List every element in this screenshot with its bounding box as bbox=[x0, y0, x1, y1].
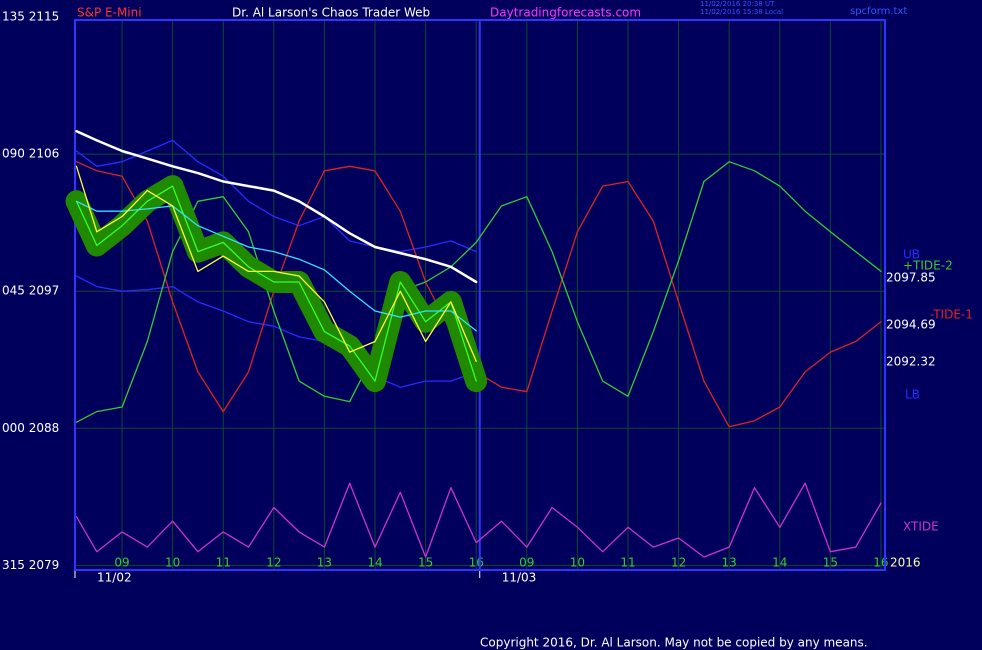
instrument: S&P E-Mini bbox=[77, 6, 142, 20]
series-label: LB bbox=[905, 388, 920, 402]
date-label: 11/03 bbox=[502, 571, 537, 585]
value-label: 2097.85 bbox=[886, 271, 936, 285]
filename: spcform.txt bbox=[850, 6, 907, 17]
x-tick-label: 09 bbox=[114, 556, 129, 570]
x-tick-label: 13 bbox=[317, 556, 332, 570]
series-line bbox=[75, 165, 477, 362]
x-tick-label: 15 bbox=[823, 556, 838, 570]
chart-title: Dr. Al Larson's Chaos Trader Web bbox=[232, 6, 430, 20]
x-tick-label: 16 bbox=[873, 556, 888, 570]
value-label: 2094.69 bbox=[886, 318, 936, 332]
series-line bbox=[75, 161, 882, 423]
series-line bbox=[75, 139, 477, 253]
x-tick-label: 09 bbox=[519, 556, 534, 570]
series-label: UB bbox=[903, 248, 920, 262]
series-line bbox=[75, 129, 478, 284]
x-tick-label: 11 bbox=[216, 556, 231, 570]
x-tick-label: 15 bbox=[418, 556, 433, 570]
copyright: Copyright 2016, Dr. Al Larson. May not b… bbox=[480, 636, 868, 650]
value-label: 2016 bbox=[890, 556, 921, 570]
series-label: XTIDE bbox=[903, 520, 939, 534]
value-label: 2092.32 bbox=[886, 355, 936, 369]
y-tick-label: 090 2106 bbox=[2, 147, 59, 161]
x-tick-label: 13 bbox=[722, 556, 737, 570]
x-tick-label: 12 bbox=[266, 556, 281, 570]
x-tick-label: 10 bbox=[570, 556, 585, 570]
timestamp: 11/02/2016 15:38 Local bbox=[700, 8, 783, 16]
x-tick-label: 16 bbox=[469, 556, 484, 570]
plot-frame bbox=[74, 19, 886, 571]
y-tick-label: 000 2088 bbox=[2, 421, 59, 435]
date-label: 11/02 bbox=[97, 571, 132, 585]
series-line bbox=[75, 200, 477, 332]
x-tick-label: 14 bbox=[772, 556, 787, 570]
website: Daytradingforecasts.com bbox=[490, 6, 641, 20]
x-tick-label: 14 bbox=[367, 556, 382, 570]
y-tick-label: 045 2097 bbox=[2, 284, 59, 298]
series-label: -TIDE-1 bbox=[930, 308, 973, 322]
x-tick-label: 10 bbox=[165, 556, 180, 570]
x-tick-label: 11 bbox=[620, 556, 635, 570]
x-tick-label: 12 bbox=[671, 556, 686, 570]
y-tick-label: 135 2115 bbox=[2, 9, 59, 23]
series-line bbox=[75, 482, 882, 558]
series-line bbox=[75, 275, 477, 388]
series-label: +TIDE-2 bbox=[903, 259, 953, 273]
timestamp: 11/02/2016 20:38 UT bbox=[700, 0, 775, 8]
y-tick-label: 315 2079 bbox=[2, 558, 59, 572]
